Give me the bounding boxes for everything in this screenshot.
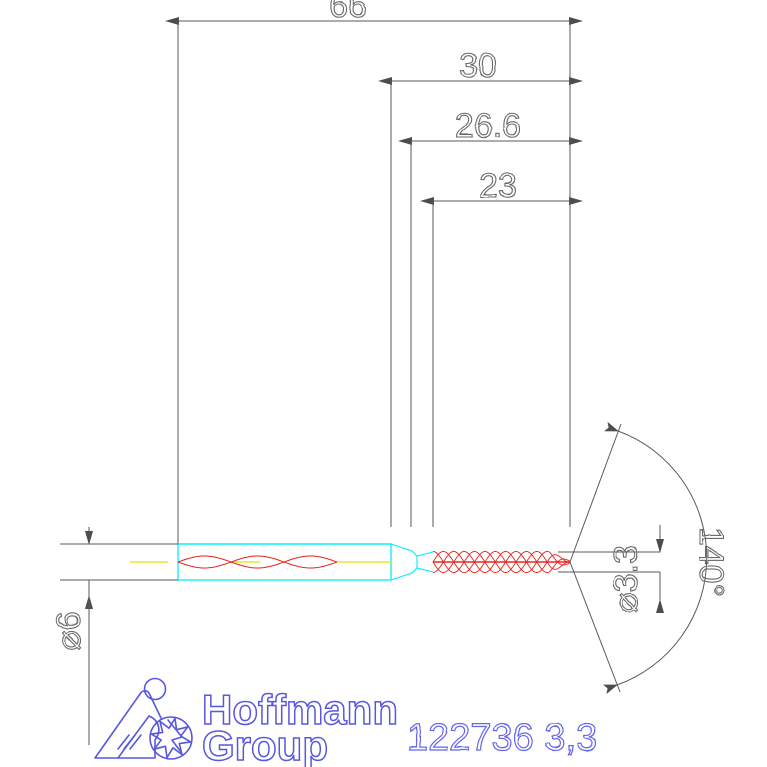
- svg-text:23: 23: [479, 167, 517, 205]
- svg-text:⌀3.3: ⌀3.3: [607, 545, 645, 613]
- svg-text:122736 3,3: 122736 3,3: [407, 717, 597, 759]
- svg-text:66: 66: [329, 0, 367, 25]
- svg-text:30: 30: [459, 47, 497, 85]
- svg-text:26.6: 26.6: [455, 107, 521, 145]
- svg-text:140°: 140°: [692, 527, 730, 597]
- svg-text:Group: Group: [202, 722, 328, 767]
- svg-text:⌀6: ⌀6: [50, 611, 88, 650]
